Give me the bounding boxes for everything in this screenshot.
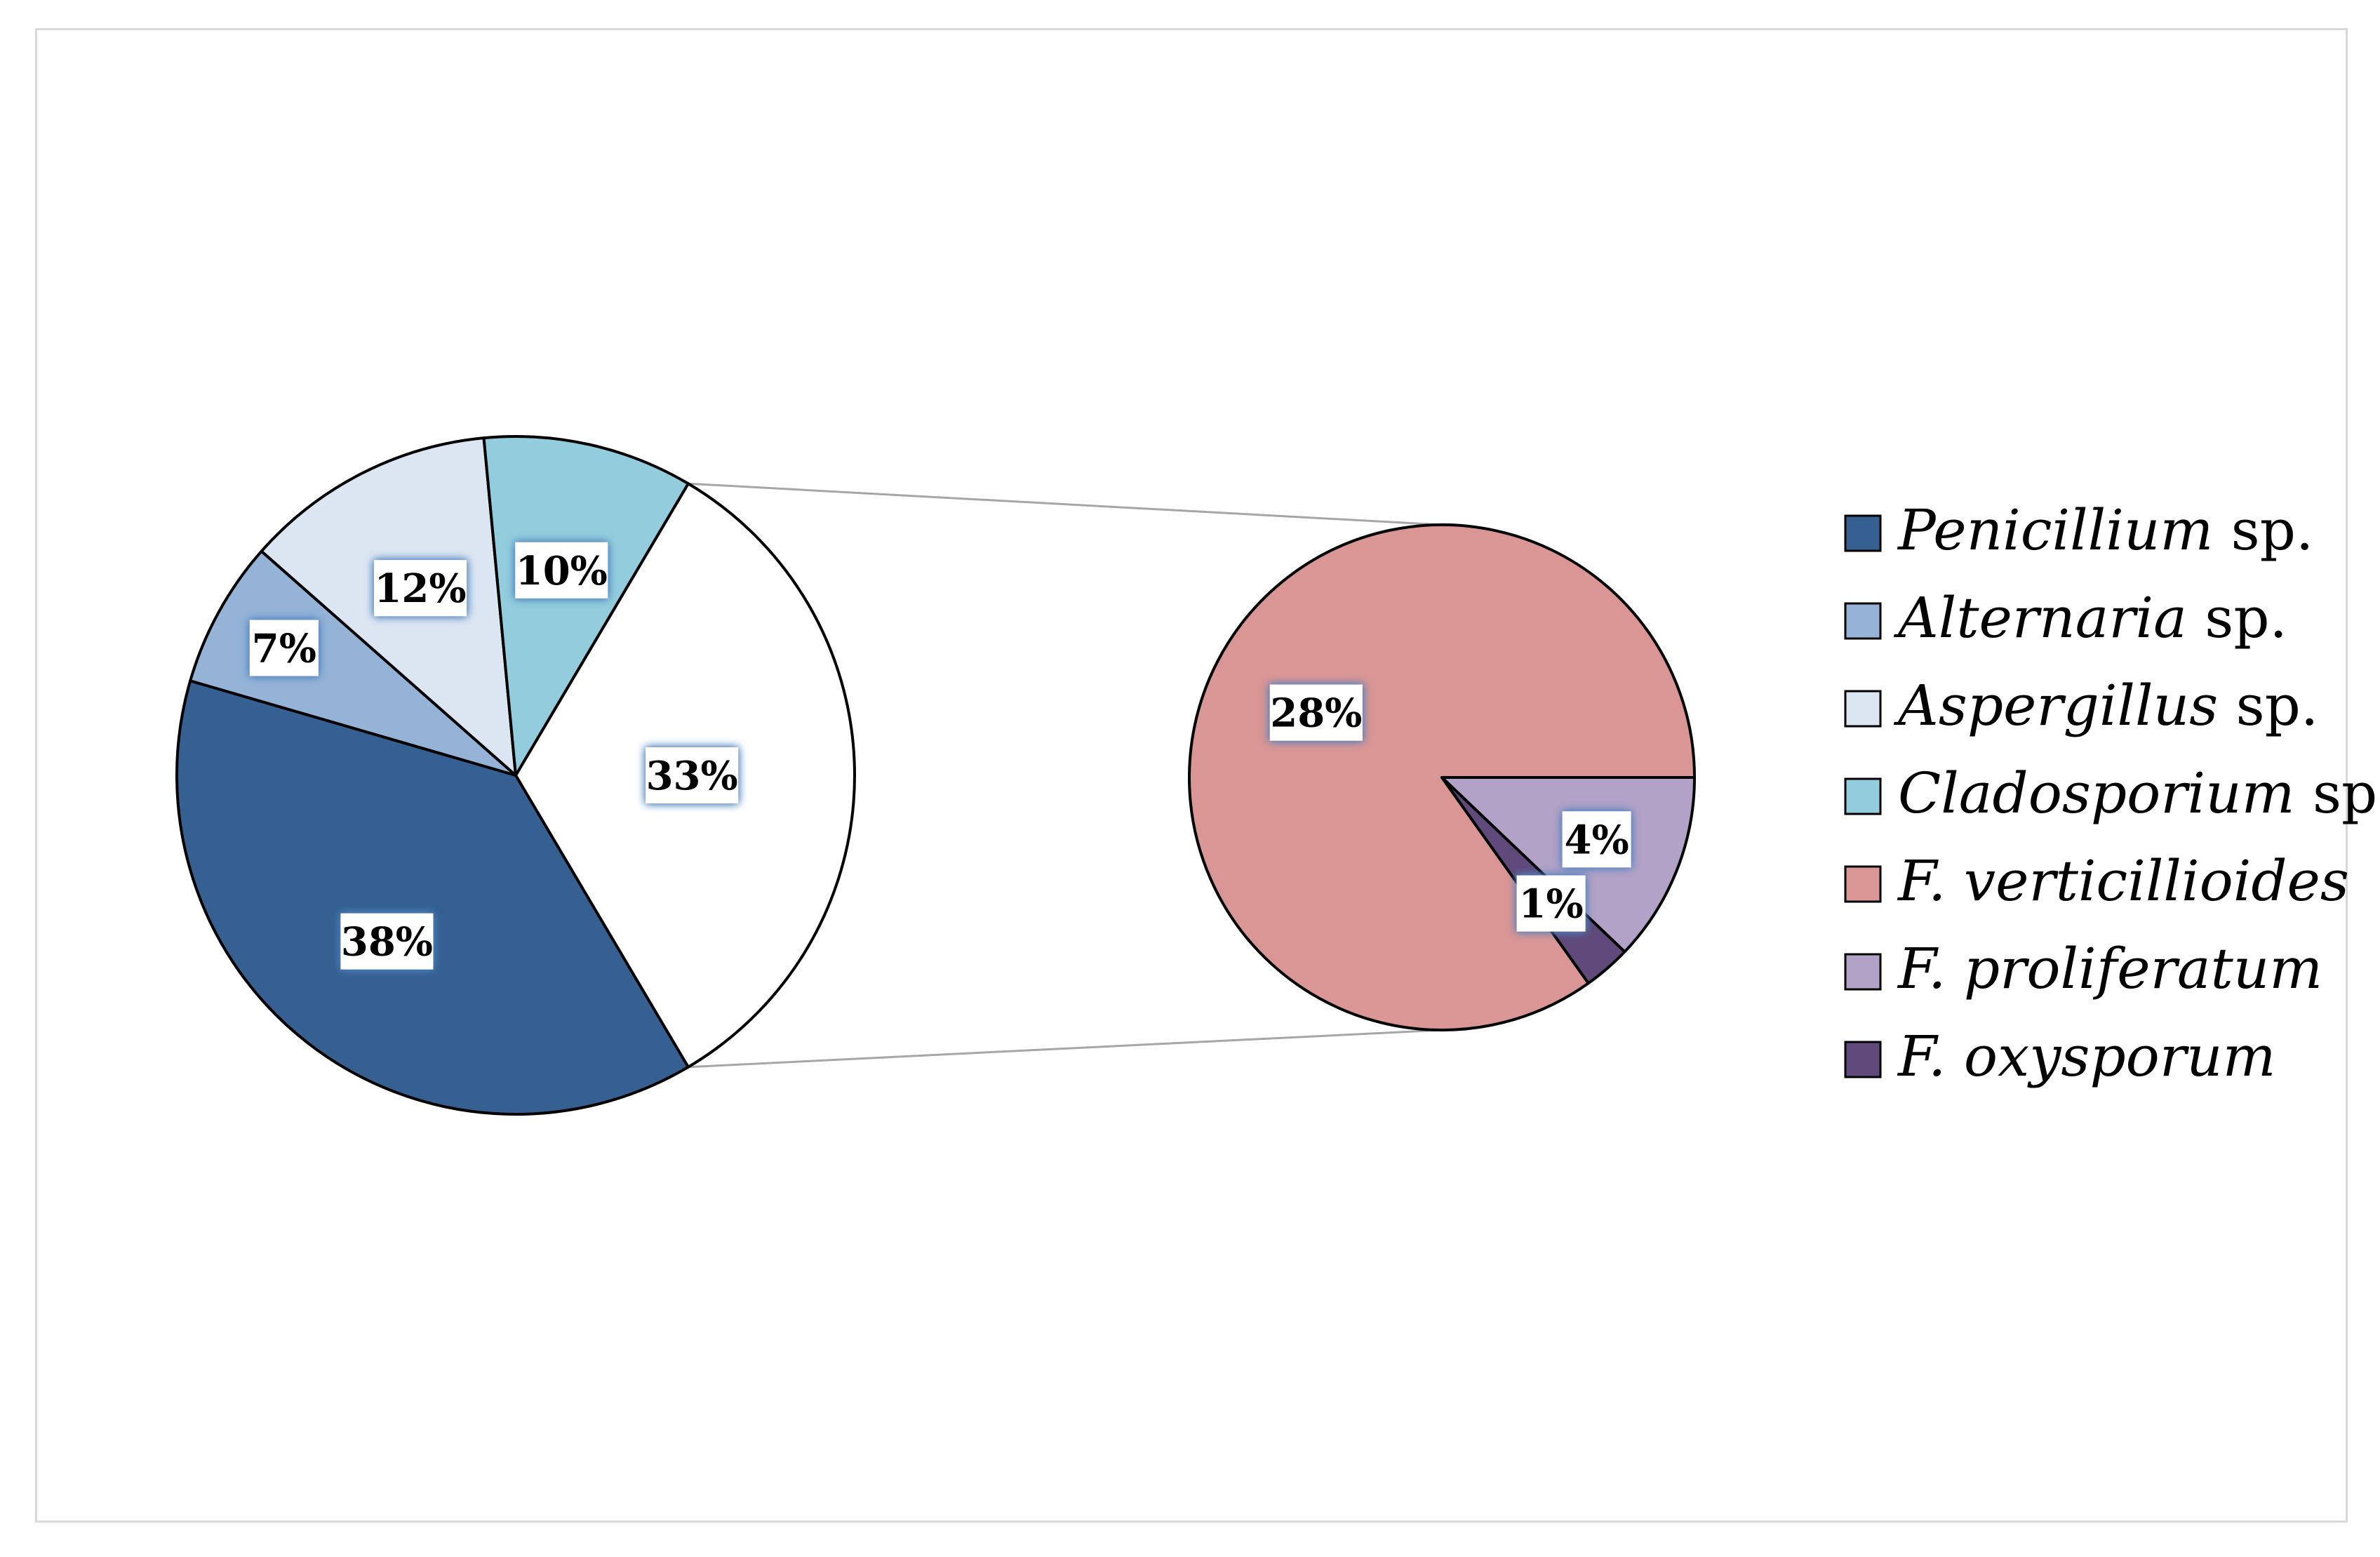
legend-item-f-proliferatum: F. proliferatum <box>1844 936 2322 1001</box>
legend-swatch <box>1844 514 1882 552</box>
label-f-verticillioides: 28% <box>1269 684 1363 741</box>
legend-item-aspergillus: Aspergillus sp. <box>1844 673 2318 738</box>
label-penicillium: 38% <box>340 913 434 970</box>
legend-item-f-oxysporum: F. oxysporum <box>1844 1024 2275 1089</box>
legend-swatch <box>1844 690 1882 728</box>
legend-label: Penicillium sp. <box>1897 497 2313 563</box>
svg-text:28%: 28% <box>1270 690 1362 737</box>
label-f-oxysporum: 1% <box>1516 875 1586 932</box>
legend-label: F. oxysporum <box>1897 1024 2275 1089</box>
label-cladosporium: 10% <box>515 542 608 599</box>
legend-label: Aspergillus sp. <box>1893 673 2318 738</box>
connector-bottom <box>688 1029 1443 1069</box>
legend-swatch <box>1844 953 1882 991</box>
main-pie <box>175 435 856 1116</box>
connector-lines <box>688 482 1443 1069</box>
data-labels: 33% 38% 7% 12% 10% 28% 4% 1% <box>249 542 1631 970</box>
legend-swatch <box>1844 602 1882 640</box>
legend-swatch <box>1844 1041 1882 1078</box>
legend-label: F. proliferatum <box>1897 936 2322 1001</box>
legend-item-cladosporium: Cladosporium sp. <box>1844 761 2380 826</box>
label-f-proliferatum: 4% <box>1562 811 1631 868</box>
secondary-pie <box>1188 523 1696 1031</box>
svg-text:7%: 7% <box>252 626 316 672</box>
legend-swatch <box>1844 777 1882 815</box>
slice-alternaria <box>189 549 517 777</box>
svg-text:1%: 1% <box>1519 881 1584 928</box>
svg-text:12%: 12% <box>374 566 466 612</box>
slice-penicillium <box>175 679 690 1116</box>
legend-label: Alternaria sp. <box>1893 585 2287 650</box>
legend: Penicillium sp. Alternaria sp. Aspergillus… <box>1844 497 2380 1089</box>
connector-top <box>688 482 1443 526</box>
svg-text:33%: 33% <box>646 753 738 799</box>
legend-item-alternaria: Alternaria sp. <box>1844 585 2287 650</box>
svg-text:38%: 38% <box>341 919 433 965</box>
legend-item-f-verticillioides: F. verticillioides <box>1844 848 2349 914</box>
label-other: 33% <box>646 747 739 803</box>
svg-text:10%: 10% <box>516 548 608 594</box>
label-alternaria: 7% <box>249 620 319 676</box>
svg-text:4%: 4% <box>1564 817 1629 863</box>
legend-swatch <box>1844 865 1882 903</box>
legend-label: Cladosporium sp. <box>1898 761 2380 826</box>
label-aspergillus: 12% <box>374 560 467 617</box>
slice-cladosporium <box>482 435 690 777</box>
legend-label: F. verticillioides <box>1897 848 2349 914</box>
legend-item-penicillium: Penicillium sp. <box>1844 497 2313 563</box>
